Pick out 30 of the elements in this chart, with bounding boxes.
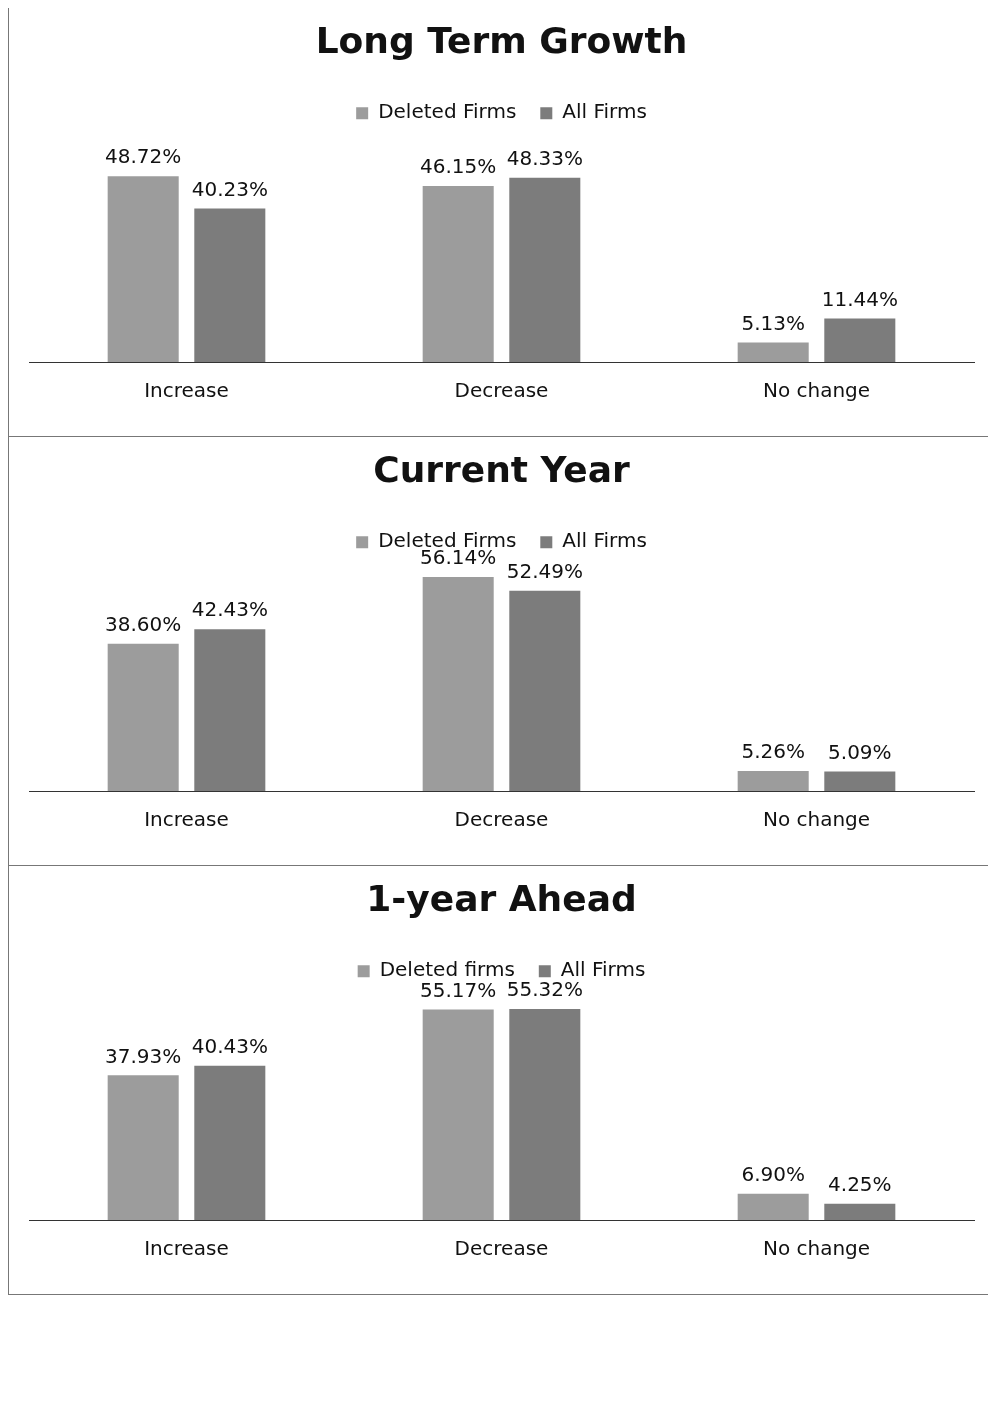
legend-label: All Firms bbox=[562, 528, 647, 553]
data-label: 5.26% bbox=[741, 739, 805, 764]
legend-label: Deleted Firms bbox=[378, 99, 517, 124]
data-label: 52.49% bbox=[506, 559, 583, 584]
data-label: 4.25% bbox=[828, 1172, 892, 1196]
x-tick-label: No change bbox=[762, 807, 871, 832]
chart-title: Current Year bbox=[373, 448, 631, 490]
data-label: 37.93% bbox=[105, 1043, 182, 1068]
legend-label: All Firms bbox=[562, 99, 647, 124]
data-label: 42.43% bbox=[191, 597, 268, 622]
data-label: 6.90% bbox=[741, 1161, 805, 1186]
data-label: 11.44% bbox=[821, 286, 898, 311]
x-tick-label: Decrease bbox=[454, 1236, 549, 1261]
chart-title: 1-year Ahead bbox=[366, 877, 637, 919]
data-label: 38.60% bbox=[105, 612, 182, 637]
data-label: 5.13% bbox=[741, 310, 805, 335]
x-tick-label: No change bbox=[762, 1236, 871, 1261]
data-label: 48.33% bbox=[506, 145, 583, 170]
data-label: 40.43% bbox=[191, 1034, 268, 1059]
data-label: 5.09% bbox=[828, 739, 892, 764]
x-tick-label: Decrease bbox=[454, 378, 549, 403]
x-tick-label: Increase bbox=[144, 378, 229, 403]
chart-title: Long Term Growth bbox=[315, 19, 688, 61]
x-tick-label: Increase bbox=[144, 807, 229, 832]
data-label: 48.72% bbox=[105, 144, 182, 169]
data-label: 46.15% bbox=[420, 154, 497, 179]
data-label: 40.23% bbox=[191, 176, 268, 201]
x-tick-label: Decrease bbox=[454, 807, 549, 832]
x-tick-label: No change bbox=[762, 378, 871, 403]
x-tick-label: Increase bbox=[144, 1236, 229, 1261]
